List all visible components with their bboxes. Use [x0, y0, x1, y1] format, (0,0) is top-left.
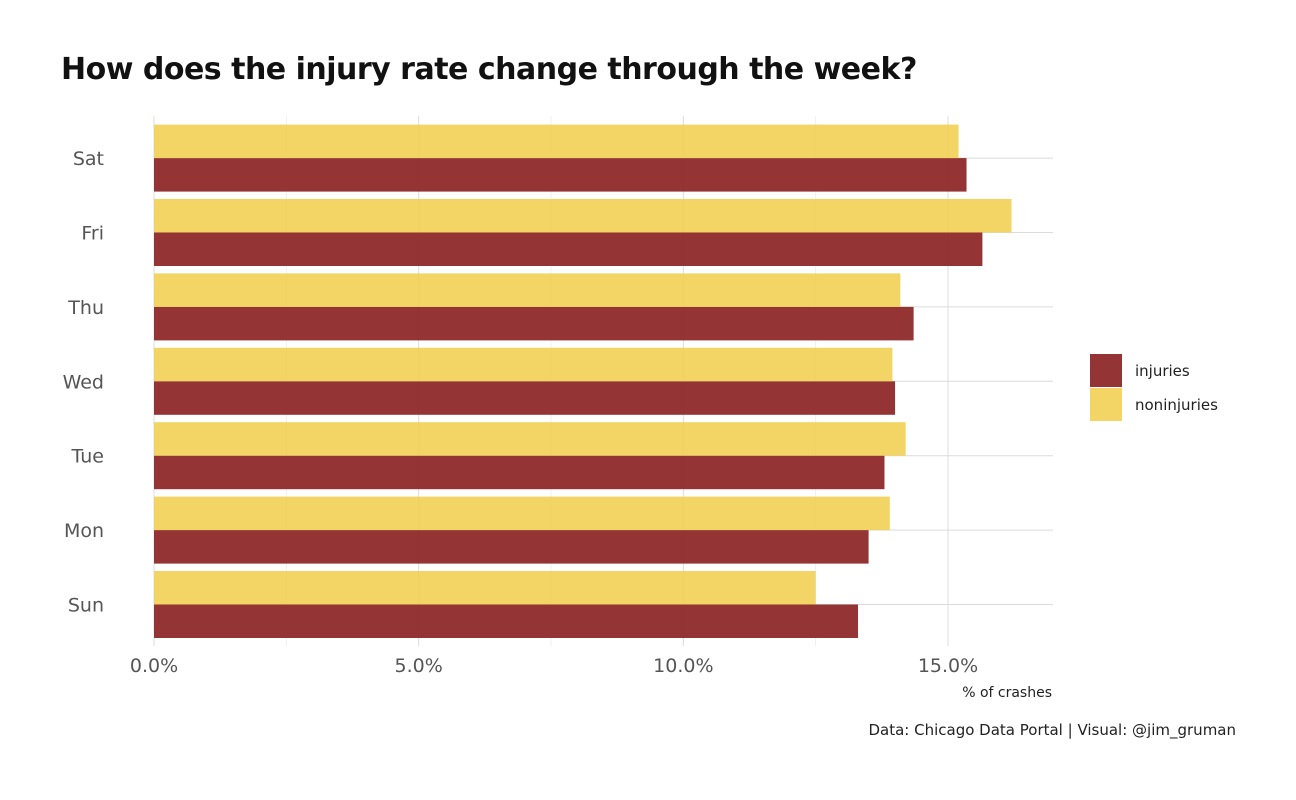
chart-caption: Data: Chicago Data Portal | Visual: @jim… [868, 721, 1236, 740]
bar-injuries-fri [154, 232, 983, 266]
x-tick-label: 0.0% [130, 655, 178, 677]
legend-label-noninjuries: noninjuries [1135, 396, 1218, 414]
y-tick-label: Sat [73, 148, 104, 170]
bar-noninjuries-thu [154, 273, 901, 307]
bar-injuries-wed [154, 381, 896, 415]
bar-injuries-sun [154, 604, 859, 638]
bar-noninjuries-wed [154, 347, 893, 382]
bar-noninjuries-sun [154, 571, 816, 605]
bar-noninjuries-sat [154, 124, 959, 159]
x-axis-ticks: 0.0% 5.0% 10.0% 15.0% [130, 655, 978, 677]
x-tick-label: 10.0% [653, 655, 713, 677]
legend-swatch-injuries [1090, 354, 1122, 387]
y-axis-ticks: Sun Mon Tue Wed Thu Fri Sat [63, 148, 104, 616]
x-tick-label: 15.0% [918, 655, 978, 677]
y-tick-label: Sun [68, 595, 104, 617]
bar-noninjuries-fri [154, 199, 1012, 233]
x-tick-label: 5.0% [395, 655, 443, 677]
bar-injuries-thu [154, 306, 914, 341]
chart-title: How does the injury rate change through … [61, 52, 917, 87]
bar-injuries-sat [154, 158, 967, 192]
y-tick-label: Fri [81, 223, 104, 245]
bar-injuries-tue [154, 455, 885, 490]
y-tick-label: Mon [64, 520, 104, 542]
legend: injuries noninjuries [1090, 354, 1218, 421]
y-tick-label: Wed [63, 371, 104, 393]
y-tick-label: Thu [67, 297, 104, 319]
legend-swatch-noninjuries [1090, 388, 1122, 421]
legend-label-injuries: injuries [1135, 362, 1190, 380]
bar-noninjuries-mon [154, 496, 890, 531]
bar-injuries-mon [154, 530, 869, 564]
bars [154, 124, 1012, 638]
y-tick-label: Tue [71, 446, 104, 468]
x-axis-label: % of crashes [962, 685, 1052, 701]
bar-noninjuries-tue [154, 422, 906, 456]
